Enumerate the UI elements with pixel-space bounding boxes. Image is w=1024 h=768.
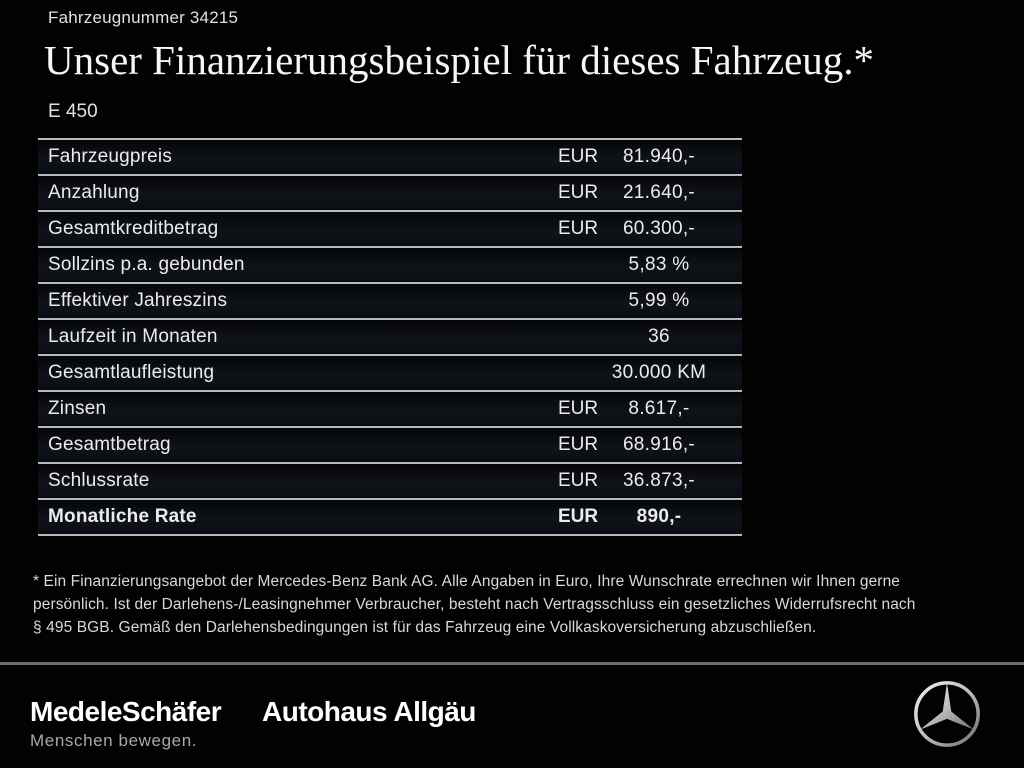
row-label: Fahrzeugpreis [48, 146, 173, 167]
mercedes-star-icon [912, 679, 982, 749]
row-amount: 5,99 % [628, 290, 690, 311]
table-row: Zinsen EUR 8.617,- [38, 392, 742, 428]
table-row: Fahrzeugpreis EUR 81.940,- [38, 140, 742, 176]
row-value-cell: EUR 81.940,- [558, 140, 742, 174]
row-value-cell: 30.000 KM [558, 356, 742, 390]
row-amount: 21.640,- [622, 182, 696, 203]
row-label: Gesamtbetrag [48, 434, 171, 455]
row-label: Schlussrate [48, 470, 150, 491]
row-value-cell: 5,99 % [558, 284, 742, 318]
row-amount: 68.916,- [622, 434, 696, 455]
row-label: Laufzeit in Monaten [48, 326, 218, 347]
row-amount: 890,- [636, 506, 682, 527]
row-value-cell: EUR 8.617,- [558, 392, 742, 426]
row-amount: 60.300,- [622, 218, 696, 239]
dealer-slogan: Menschen bewegen. [30, 731, 198, 750]
table-row: Effektiver Jahreszins 5,99 % [38, 284, 742, 320]
row-label: Gesamtlaufleistung [48, 362, 215, 383]
disclaimer-line: persönlich. Ist der Darlehens-/Leasingne… [33, 596, 916, 613]
row-currency: EUR [558, 434, 599, 455]
dealer-logo-medele-schaefer: MedeleSchäfer [30, 696, 222, 727]
row-amount: 8.617,- [628, 398, 690, 419]
row-currency: EUR [558, 218, 599, 239]
row-currency: EUR [558, 506, 599, 527]
row-value-cell: 5,83 % [558, 248, 742, 282]
row-label: Sollzins p.a. gebunden [48, 254, 245, 275]
disclaimer-line: § 495 BGB. Gemäß den Darlehensbedingunge… [33, 619, 817, 636]
row-amount: 5,83 % [628, 254, 690, 275]
row-value-cell: EUR 890,- [558, 500, 742, 534]
table-row: Anzahlung EUR 21.640,- [38, 176, 742, 212]
row-value-cell: EUR 60.300,- [558, 212, 742, 246]
row-amount: 30.000 KM [611, 362, 707, 383]
row-value-cell: EUR 21.640,- [558, 176, 742, 210]
disclaimer-line: * Ein Finanzierungsangebot der Mercedes-… [33, 573, 901, 590]
table-row: Sollzins p.a. gebunden 5,83 % [38, 248, 742, 284]
row-currency: EUR [558, 146, 599, 167]
row-label: Zinsen [48, 398, 107, 419]
table-row: Gesamtkreditbetrag EUR 60.300,- [38, 212, 742, 248]
row-value-cell: EUR 36.873,- [558, 464, 742, 498]
row-amount: 81.940,- [622, 146, 696, 167]
row-value-cell: EUR 68.916,- [558, 428, 742, 462]
disclaimer-text: * Ein Finanzierungsangebot der Mercedes-… [33, 570, 983, 639]
page-title: Unser Finanzierungsbeispiel für dieses F… [44, 37, 875, 83]
table-row: Schlussrate EUR 36.873,- [38, 464, 742, 500]
row-currency: EUR [558, 398, 599, 419]
row-label: Gesamtkreditbetrag [48, 218, 219, 239]
row-label: Effektiver Jahreszins [48, 290, 228, 311]
footer-divider [0, 662, 1024, 665]
table-row: Gesamtlaufleistung 30.000 KM [38, 356, 742, 392]
vehicle-number: Fahrzeugnummer 34215 [48, 8, 239, 27]
financing-table: Fahrzeugpreis EUR 81.940,- Anzahlung EUR… [38, 138, 742, 536]
row-currency: EUR [558, 470, 599, 491]
table-row-monthly-rate: Monatliche Rate EUR 890,- [38, 500, 742, 536]
dealer-logo-autohaus-allgaeu: Autohaus Allgäu [262, 696, 476, 727]
row-amount: 36 [648, 326, 670, 347]
row-amount: 36.873,- [622, 470, 696, 491]
row-label: Monatliche Rate [48, 506, 197, 527]
table-row: Laufzeit in Monaten 36 [38, 320, 742, 356]
row-label: Anzahlung [48, 182, 140, 203]
model-name: E 450 [48, 101, 98, 122]
row-value-cell: 36 [558, 320, 742, 354]
row-currency: EUR [558, 182, 599, 203]
table-row: Gesamtbetrag EUR 68.916,- [38, 428, 742, 464]
